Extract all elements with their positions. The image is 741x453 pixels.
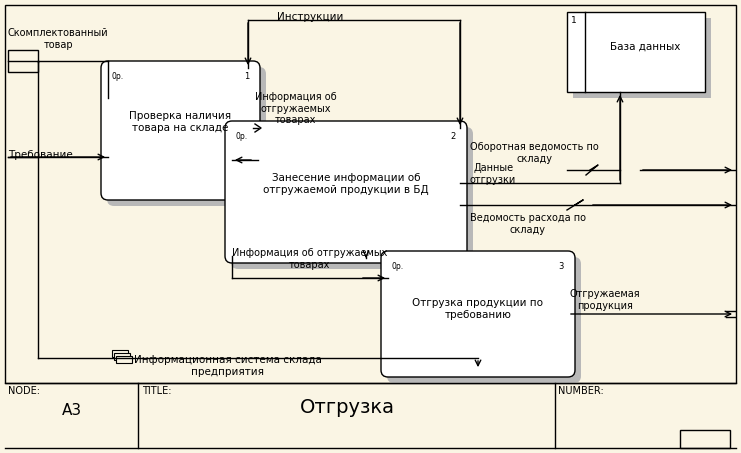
Text: 1: 1 — [571, 16, 576, 25]
Text: Данные
отгрузки: Данные отгрузки — [470, 163, 516, 185]
Text: Инструкции: Инструкции — [277, 12, 343, 22]
FancyBboxPatch shape — [225, 121, 467, 263]
Text: NODE:: NODE: — [8, 386, 40, 396]
Text: A3: A3 — [62, 403, 82, 418]
Bar — [680, 430, 730, 448]
Bar — [573, 18, 711, 98]
Text: Ведомость расхода по
складу: Ведомость расхода по складу — [470, 213, 586, 235]
Text: База данных: База данных — [610, 42, 680, 52]
Text: Информация об отгружаемых
товарах: Информация об отгружаемых товарах — [232, 248, 388, 270]
FancyBboxPatch shape — [231, 127, 473, 269]
Bar — [5, 5, 736, 383]
Text: 0р.: 0р. — [392, 262, 404, 271]
Bar — [114, 353, 130, 360]
Bar — [567, 12, 705, 92]
Text: Требование: Требование — [8, 150, 73, 160]
Text: 3: 3 — [559, 262, 564, 271]
Text: Скомплектованный
товар: Скомплектованный товар — [8, 28, 109, 49]
Text: Информационная система склада
предприятия: Информационная система склада предприяти… — [134, 355, 322, 376]
Text: 0р.: 0р. — [112, 72, 124, 81]
Text: Занесение информации об
отгружаемой продукции в БД: Занесение информации об отгружаемой прод… — [263, 173, 429, 195]
Text: NUMBER:: NUMBER: — [558, 386, 604, 396]
FancyBboxPatch shape — [101, 61, 260, 200]
Text: Оборотная ведомость по
складу: Оборотная ведомость по складу — [470, 142, 599, 164]
FancyBboxPatch shape — [107, 67, 266, 206]
Text: TITLE:: TITLE: — [142, 386, 171, 396]
Text: Отгрузка продукции по
требованию: Отгрузка продукции по требованию — [413, 298, 543, 320]
Bar — [116, 356, 132, 363]
Text: Отгружаемая
продукция: Отгружаемая продукция — [570, 289, 641, 311]
FancyBboxPatch shape — [387, 257, 581, 383]
Text: Информация об
отгружаемых
товарах: Информация об отгружаемых товарах — [255, 92, 336, 125]
Text: 0р.: 0р. — [236, 132, 248, 141]
Bar — [8, 50, 38, 72]
Text: Отгрузка: Отгрузка — [299, 398, 394, 417]
Text: Проверка наличия
товара на складе: Проверка наличия товара на складе — [129, 111, 231, 133]
Bar — [112, 350, 128, 357]
FancyBboxPatch shape — [381, 251, 575, 377]
Text: 2: 2 — [451, 132, 456, 141]
Text: 1: 1 — [244, 72, 249, 81]
